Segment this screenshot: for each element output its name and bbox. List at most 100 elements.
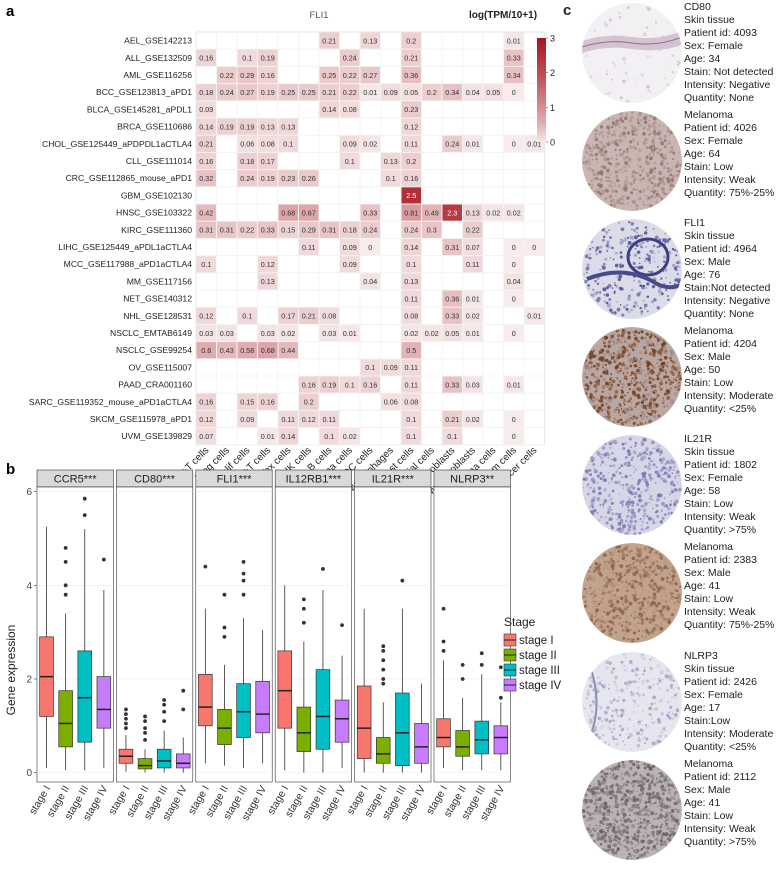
- heatmap-row-label: UVM_GSE139829: [121, 431, 192, 441]
- ihc-annotation-line: Stain: Not detected: [684, 66, 774, 78]
- heatmap-cell: [401, 204, 421, 221]
- colorbar: 3 2 1 0: [537, 34, 555, 148]
- heatmap-cell-label: 0.1: [324, 432, 334, 441]
- heatmap-cell: [258, 256, 278, 273]
- ihc-annotation-line: Sex: Male: [684, 351, 731, 363]
- heatmap-cell-label: 0.24: [404, 226, 418, 235]
- heatmap-cell-label: 0.19: [240, 122, 254, 131]
- heatmap-cell-label: 0.24: [343, 54, 357, 63]
- box-outlier: [162, 709, 167, 714]
- heatmap-cell-label: 0.2: [406, 36, 416, 45]
- heatmap-cell: [258, 428, 278, 445]
- ihc-annotation-line: Stain: Low: [684, 498, 734, 510]
- heatmap-row-label: SARC_GSE119352_mouse_aPD1aCTLA4: [29, 397, 192, 407]
- heatmap-cell-label: 0.19: [261, 174, 275, 183]
- tissue-image: [582, 543, 682, 643]
- ihc-annotation-line: Sex: Female: [684, 689, 743, 701]
- heatmap-cell-label: 0.21: [445, 415, 459, 424]
- heatmap-cell: [237, 393, 257, 410]
- heatmap-cell-label: 0.58: [240, 346, 254, 355]
- heatmap-cell-label: 0.16: [261, 71, 275, 80]
- heatmap-cell: [196, 428, 216, 445]
- heatmap-cell: [340, 84, 360, 101]
- heatmap-cell: [340, 324, 360, 342]
- heatmap-cell: [381, 170, 401, 187]
- heatmap-cell-label: 0.18: [343, 226, 357, 235]
- heatmap-cell: [401, 290, 421, 307]
- heatmap-row-label: GBM_GSE102130: [121, 190, 192, 200]
- box-outlier: [82, 496, 87, 501]
- heatmap-cell: [299, 204, 319, 221]
- heatmap-cell: [401, 170, 421, 187]
- ihc-annotation-line: Age: 76: [684, 269, 721, 281]
- heatmap-cell: [278, 204, 298, 221]
- heatmap-row-label: HNSC_GSE103322: [116, 208, 192, 218]
- ihc-annotation-line: Melanoma: [684, 325, 734, 337]
- box: [217, 709, 232, 745]
- heatmap-cell-label: 0.16: [199, 54, 213, 63]
- facet-plot-area: [195, 486, 273, 783]
- box-outlier: [222, 625, 227, 630]
- box-outlier: [124, 707, 128, 712]
- ihc-annotation-line: Skin tissue: [684, 230, 735, 242]
- box-outlier: [381, 658, 386, 663]
- panel-b-letter: b: [6, 461, 15, 478]
- heatmap-cell: [237, 152, 257, 170]
- heatmap-cell-label: 0.27: [363, 71, 377, 80]
- box: [474, 720, 489, 755]
- heatmap-cell: [196, 221, 216, 238]
- ihc-annotation-line: Intensity: Weak: [684, 511, 756, 523]
- heatmap-cell: [319, 221, 339, 238]
- ihc-annotation: Melanoma Patient id: 4026 Sex: Female Age: …: [684, 109, 774, 200]
- heatmap-cell: [524, 307, 544, 324]
- heatmap-cell-label: 0.11: [302, 243, 315, 252]
- heatmap-cell-label: 0.13: [261, 122, 275, 131]
- heatmap-cell-label: 0.11: [405, 140, 418, 149]
- box-outlier: [143, 719, 147, 724]
- heatmap-cell: [401, 187, 421, 204]
- ihc-annotation-line: Age: 17: [684, 702, 721, 714]
- heatmap-cell: [258, 170, 278, 187]
- heatmap-cell: [237, 410, 257, 428]
- heatmap-cell-label: 0.43: [220, 346, 234, 355]
- heatmap-cell: [196, 49, 216, 66]
- heatmap-cell-label: 0: [512, 243, 516, 252]
- ihc-annotation-line: Stain:Not detected: [684, 282, 771, 294]
- heatmap-cell-label: 0.16: [363, 380, 377, 389]
- heatmap-cell: [360, 359, 380, 376]
- heatmap-cell-label: 0.1: [406, 415, 416, 424]
- ihc-annotation: Melanoma Patient id: 2383 Sex: Male Age: 41…: [684, 541, 774, 632]
- heatmap-cell: [196, 307, 216, 324]
- heatmap-cell-label: 0.03: [322, 329, 336, 338]
- heatmap-legend-title: log(TPM/10+1): [469, 10, 537, 21]
- heatmap-cell-label: 0.5: [406, 346, 416, 355]
- heatmap-cell-label: 0.68: [281, 208, 295, 217]
- box-outlier: [441, 606, 446, 611]
- heatmap-cell-label: 0.01: [507, 36, 521, 45]
- heatmap-cell-label: 0.01: [507, 380, 521, 389]
- heatmap-row-label: PAAD_CRA001160: [118, 380, 192, 390]
- heatmap-cell-label: 0.33: [363, 208, 377, 217]
- heatmap-cell: [278, 410, 298, 428]
- heatmap-cell: [504, 428, 524, 445]
- heatmap-cell-label: 0.09: [240, 415, 254, 424]
- heatmap-cell-label: 0.09: [343, 140, 357, 149]
- heatmap-cell-label: 0.21: [199, 140, 213, 149]
- heatmap-cell: [401, 152, 421, 170]
- heatmap-cell-label: 0.09: [384, 363, 398, 372]
- heatmap-cell: [442, 307, 462, 324]
- ihc-annotation: Melanoma Patient id: 4204 Sex: Male Age: 50…: [684, 325, 773, 416]
- heatmap-cell-label: 0.2: [406, 157, 416, 166]
- heatmap-cell: [360, 32, 380, 49]
- heatmap-cell-label: 0.13: [363, 36, 377, 45]
- heatmap-cell: [278, 324, 298, 342]
- heatmap-cell: [442, 324, 462, 342]
- heatmap-cell: [237, 84, 257, 101]
- heatmap-cell-label: 0.04: [507, 277, 521, 286]
- heatmap-cell: [381, 152, 401, 170]
- facet-plot-area: [36, 486, 114, 783]
- heatmap-cell-label: 0.19: [220, 122, 234, 131]
- heatmap-cell-label: 0.11: [405, 380, 418, 389]
- heatmap-cell: [442, 204, 462, 221]
- heatmap-cell-label: 0.06: [384, 398, 398, 407]
